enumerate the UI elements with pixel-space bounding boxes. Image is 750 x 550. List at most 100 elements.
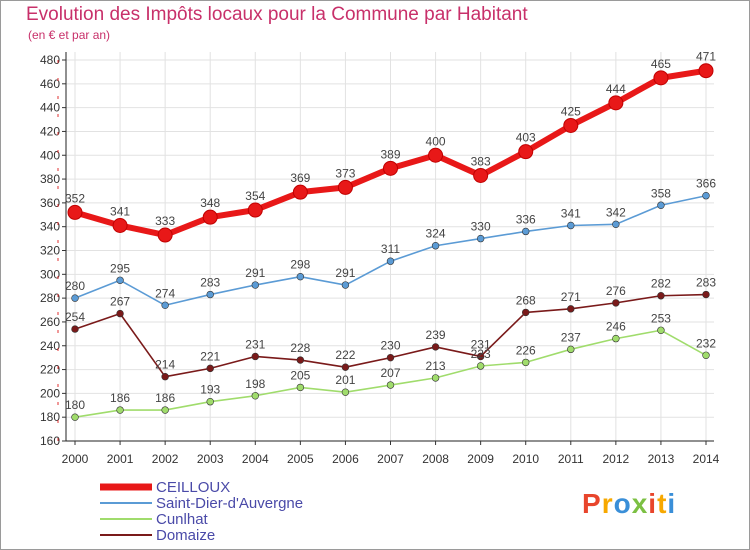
y-tick-label: 160 bbox=[40, 434, 60, 448]
legend-label: CEILLOUX bbox=[156, 479, 230, 496]
logo-letter: P bbox=[582, 488, 602, 519]
data-point bbox=[112, 217, 128, 233]
data-point bbox=[431, 374, 440, 382]
data-point bbox=[563, 117, 579, 133]
data-label: 471 bbox=[696, 50, 716, 64]
y-tick-label: 180 bbox=[40, 410, 60, 424]
data-label: 222 bbox=[335, 348, 355, 362]
data-label: 336 bbox=[516, 212, 536, 226]
data-label: 383 bbox=[471, 154, 491, 168]
data-label: 283 bbox=[696, 276, 716, 290]
data-label: 232 bbox=[696, 336, 716, 350]
data-point bbox=[702, 351, 710, 359]
data-label: 291 bbox=[245, 266, 265, 280]
data-point bbox=[657, 201, 665, 209]
data-label: 221 bbox=[200, 349, 220, 363]
x-tick-label: 2008 bbox=[422, 452, 449, 466]
data-point bbox=[71, 413, 79, 421]
data-point bbox=[476, 352, 485, 361]
data-label: 231 bbox=[245, 337, 265, 351]
chart-subtitle: (en € et par an) bbox=[28, 28, 111, 42]
x-tick-label: 2002 bbox=[152, 452, 179, 466]
data-label: 254 bbox=[65, 310, 85, 324]
data-label: 253 bbox=[651, 311, 671, 325]
data-label: 186 bbox=[155, 391, 175, 405]
data-point bbox=[247, 202, 263, 218]
y-tick-label: 400 bbox=[40, 148, 60, 162]
y-tick-label: 280 bbox=[40, 291, 60, 305]
legend-label: Cunlhat bbox=[156, 511, 209, 528]
data-point bbox=[608, 95, 624, 111]
data-point bbox=[698, 63, 714, 79]
x-tick-label: 2000 bbox=[62, 452, 89, 466]
data-point bbox=[612, 299, 620, 307]
data-point bbox=[251, 392, 259, 400]
data-point bbox=[206, 398, 214, 406]
data-label: 223 bbox=[471, 347, 491, 361]
x-tick-label: 2010 bbox=[512, 452, 539, 466]
data-point bbox=[612, 334, 620, 343]
data-point bbox=[657, 326, 665, 334]
y-tick-label: 340 bbox=[40, 220, 60, 234]
data-label: 267 bbox=[110, 295, 130, 309]
data-label: 268 bbox=[516, 293, 536, 307]
data-point bbox=[116, 309, 124, 318]
data-label: 324 bbox=[426, 227, 446, 241]
data-point bbox=[522, 308, 530, 317]
data-point bbox=[476, 234, 485, 243]
y-tick-label: 320 bbox=[40, 244, 60, 258]
y-tick-label: 420 bbox=[40, 124, 60, 138]
data-label: 282 bbox=[651, 277, 671, 291]
x-tick-label: 2011 bbox=[558, 452, 584, 466]
data-label: 330 bbox=[471, 220, 491, 234]
data-label: 246 bbox=[606, 320, 626, 334]
data-point bbox=[653, 70, 669, 86]
data-label: 228 bbox=[290, 341, 310, 355]
x-tick-label: 2007 bbox=[377, 452, 404, 466]
data-point bbox=[67, 204, 83, 220]
x-tick-label: 2013 bbox=[648, 452, 675, 466]
data-label: 425 bbox=[561, 104, 581, 118]
data-label: 237 bbox=[561, 330, 581, 344]
data-label: 465 bbox=[651, 57, 671, 71]
x-tick-label: 2005 bbox=[287, 452, 314, 466]
data-label: 298 bbox=[290, 258, 310, 272]
data-point bbox=[206, 290, 214, 299]
data-label: 342 bbox=[606, 205, 626, 219]
data-label: 213 bbox=[426, 359, 446, 373]
x-tick-label: 2014 bbox=[693, 452, 720, 466]
data-point bbox=[157, 227, 173, 243]
data-label: 444 bbox=[606, 82, 626, 96]
data-point bbox=[386, 257, 395, 265]
data-label: 358 bbox=[651, 186, 671, 200]
data-point bbox=[702, 290, 710, 299]
data-point bbox=[612, 220, 620, 229]
data-point bbox=[567, 345, 575, 354]
data-point bbox=[657, 292, 665, 300]
data-label: 354 bbox=[245, 189, 265, 203]
data-point bbox=[428, 147, 444, 163]
data-point bbox=[296, 383, 305, 392]
x-tick-label: 2004 bbox=[242, 452, 269, 466]
data-label: 341 bbox=[110, 204, 130, 218]
data-label: 226 bbox=[516, 343, 536, 357]
data-point bbox=[202, 209, 218, 225]
data-point bbox=[341, 388, 350, 396]
y-tick-label: 260 bbox=[40, 315, 60, 329]
y-tick-label: 380 bbox=[40, 172, 60, 186]
data-label: 280 bbox=[65, 279, 85, 293]
data-point bbox=[116, 406, 124, 414]
data-label: 283 bbox=[200, 276, 220, 290]
logo-letter: r bbox=[601, 488, 614, 519]
data-label: 291 bbox=[335, 266, 355, 280]
x-tick-label: 2009 bbox=[467, 452, 494, 466]
data-label: 276 bbox=[606, 284, 626, 298]
data-label: 271 bbox=[561, 290, 581, 304]
data-label: 231 bbox=[471, 337, 491, 351]
data-point bbox=[702, 192, 710, 200]
y-tick-label: 360 bbox=[40, 196, 60, 210]
data-label: 366 bbox=[696, 177, 716, 191]
data-point bbox=[473, 167, 489, 183]
data-label: 205 bbox=[290, 368, 310, 382]
data-point bbox=[161, 406, 169, 414]
